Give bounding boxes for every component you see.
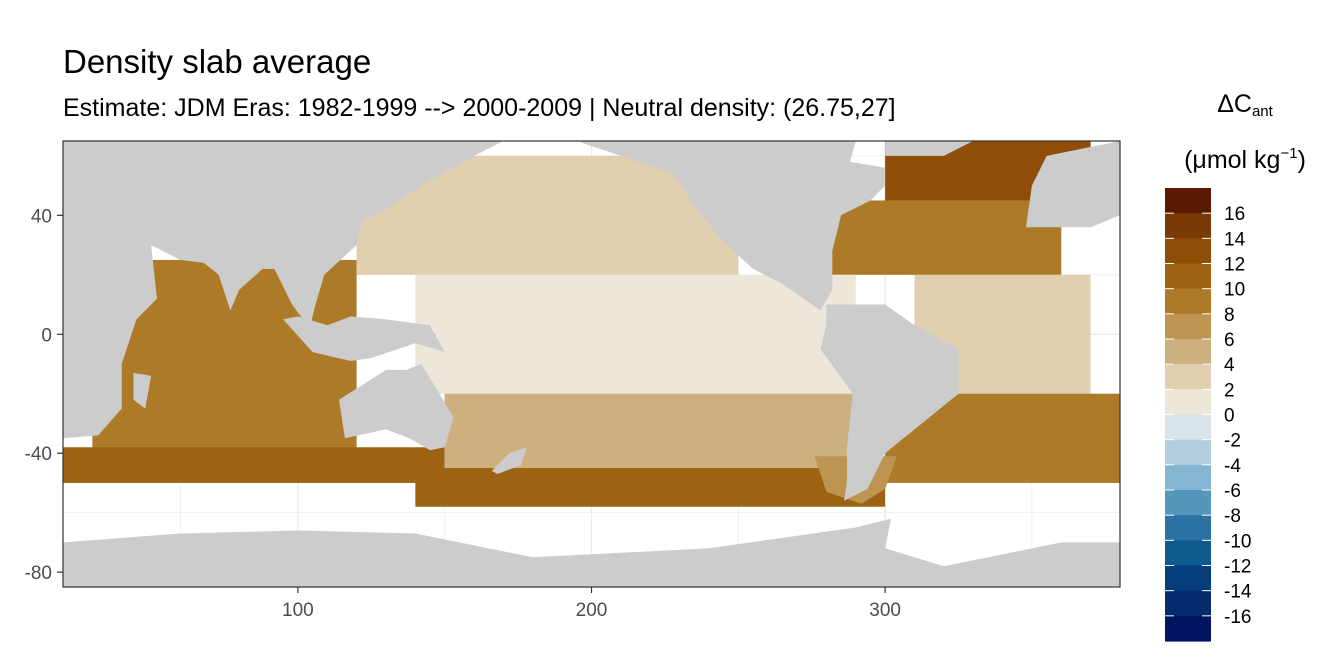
- legend-bin: [1165, 464, 1211, 491]
- legend-tick-label: -4: [1224, 456, 1241, 477]
- asia-europe-land: [63, 141, 504, 329]
- legend-title: ΔCant: [1160, 88, 1330, 128]
- map-title: Density slab average: [63, 43, 372, 80]
- new-zealand-land: [491, 447, 527, 474]
- land-layer: [63, 141, 1120, 587]
- legend-tick-label: 16: [1224, 204, 1245, 225]
- legend-bin: [1165, 288, 1211, 315]
- y-tick-label: -40: [25, 444, 52, 465]
- europe-land: [1026, 141, 1120, 228]
- legend-unit-suffix: ): [1297, 146, 1306, 174]
- madagascar-land: [133, 372, 152, 409]
- ocean-region: [826, 200, 1062, 275]
- legend-bin: [1165, 213, 1211, 239]
- legend-bin: [1165, 615, 1211, 642]
- legend-tick-label: -8: [1224, 506, 1241, 527]
- legend-bin: [1165, 263, 1211, 290]
- legend-tick-label: -16: [1224, 607, 1251, 628]
- legend-bin: [1165, 364, 1211, 390]
- legend-tick-label: 8: [1224, 305, 1235, 326]
- legend-tick-label: 2: [1224, 380, 1235, 401]
- legend-tick-label: -10: [1224, 531, 1251, 552]
- ocean-region: [415, 274, 856, 394]
- legend-tick-label: 6: [1224, 330, 1235, 351]
- africa-land: [63, 230, 157, 439]
- legend-tick-label: -14: [1224, 582, 1252, 603]
- x-tick-label: 300: [869, 600, 901, 621]
- y-tick-label: 40: [31, 206, 52, 227]
- legend-unit-superscript: −1: [1280, 145, 1298, 162]
- legend-bin: [1165, 490, 1211, 516]
- legend-tick-label: -2: [1224, 431, 1241, 452]
- legend-bin: [1165, 188, 1211, 214]
- legend-tick-label: -12: [1224, 557, 1251, 578]
- legend-bin: [1165, 515, 1211, 541]
- x-tick-label: 200: [576, 600, 608, 621]
- legend-bin: [1165, 565, 1211, 592]
- y-tick-label: 0: [41, 325, 52, 346]
- legend-bin: [1165, 238, 1211, 265]
- australia-land: [339, 364, 454, 451]
- legend-tick-label: 10: [1224, 280, 1245, 301]
- north-america-land: [576, 141, 886, 311]
- ocean-region: [63, 447, 445, 483]
- legend-bin: [1165, 414, 1211, 441]
- legend-bin: [1165, 389, 1211, 416]
- y-tick-label: -80: [25, 563, 52, 584]
- legend-tick-label: -6: [1224, 481, 1241, 502]
- legend-unit-prefix: (μmol kg: [1184, 146, 1281, 174]
- legend-title-symbol: ΔC: [1217, 90, 1252, 118]
- antarctica-land: [63, 518, 1120, 587]
- ocean-region: [415, 468, 886, 507]
- legend-unit: (μmol kg−1): [1160, 138, 1330, 176]
- x-tick-label: 100: [282, 600, 314, 621]
- legend-tick-label: 14: [1224, 229, 1246, 250]
- legend-tick-label: 0: [1224, 406, 1235, 427]
- legend-bin: [1165, 439, 1211, 466]
- maritime-asia-land: [283, 316, 445, 361]
- greenland-land: [885, 141, 974, 156]
- south-america-land: [820, 304, 959, 501]
- legend-tick-label: 4: [1224, 355, 1235, 376]
- legend-bin: [1165, 540, 1211, 567]
- legend-colorbar: 16 14 12 10 8 6 4 2 0 -2 -4 -6 -8 -10 -12 -14 -16: [1165, 188, 1252, 642]
- map-subtitle: Estimate: JDM Eras: 1982-1999 --> 2000-2…: [63, 94, 896, 122]
- legend-bin: [1165, 339, 1211, 365]
- legend-tick-label: 12: [1224, 255, 1245, 276]
- legend-bin: [1165, 313, 1211, 340]
- legend-title-subscript: ant: [1251, 103, 1273, 120]
- legend-bin: [1165, 590, 1211, 617]
